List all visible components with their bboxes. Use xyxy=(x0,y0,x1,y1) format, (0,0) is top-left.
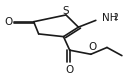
Text: S: S xyxy=(63,6,69,16)
Text: O: O xyxy=(5,17,13,27)
Text: 2: 2 xyxy=(113,13,118,22)
Text: NH: NH xyxy=(102,13,117,23)
Text: O: O xyxy=(66,65,74,75)
Text: O: O xyxy=(88,42,96,52)
